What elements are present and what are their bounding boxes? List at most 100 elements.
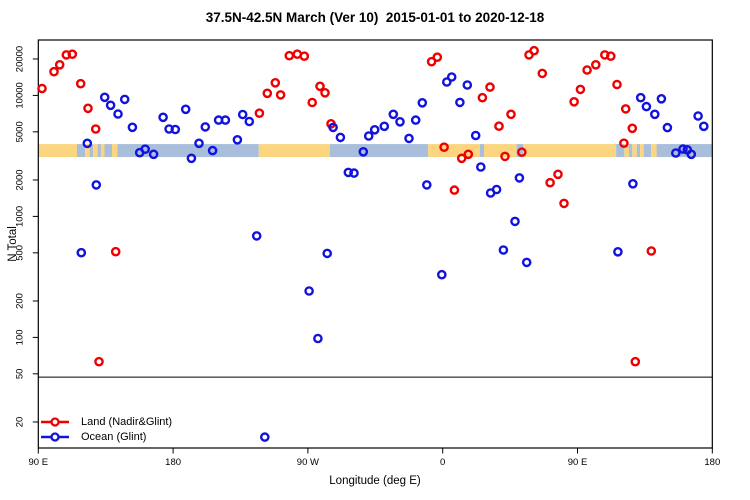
data-point-land bbox=[75, 78, 86, 89]
data-point-land bbox=[517, 147, 527, 157]
map-band-segment-ocean bbox=[636, 144, 641, 158]
data-point-ocean bbox=[678, 144, 688, 154]
legend-item-land: Land (Nadir&Glint) bbox=[40, 414, 172, 429]
map-band-segment-ocean bbox=[329, 144, 429, 158]
y-tick-label: 50 bbox=[14, 369, 25, 380]
legend: Land (Nadir&Glint) Ocean (Glint) bbox=[40, 414, 172, 444]
data-point-ocean bbox=[662, 122, 673, 133]
data-point-ocean bbox=[388, 109, 399, 120]
data-point-ocean bbox=[358, 146, 369, 157]
data-point-ocean bbox=[82, 138, 93, 149]
map-band-segment-land bbox=[111, 144, 118, 158]
data-point-ocean bbox=[462, 80, 473, 90]
data-point-ocean bbox=[304, 286, 314, 296]
legend-item-ocean: Ocean (Glint) bbox=[40, 429, 172, 444]
data-point-ocean bbox=[363, 131, 374, 141]
data-point-ocean bbox=[410, 115, 421, 125]
map-band-segment-ocean bbox=[479, 144, 485, 158]
data-point-ocean bbox=[693, 111, 703, 121]
data-point-ocean bbox=[322, 248, 333, 259]
data-point-land bbox=[320, 88, 330, 98]
legend-label-land: Land (Nadir&Glint) bbox=[81, 415, 173, 428]
map-band-segment-ocean bbox=[104, 144, 112, 158]
data-point-ocean bbox=[369, 125, 380, 135]
map-band-segment-ocean bbox=[117, 144, 259, 158]
x-tick-label: 90 E bbox=[29, 457, 49, 468]
map-band-segment-land bbox=[624, 144, 629, 158]
data-point-land bbox=[627, 123, 638, 134]
data-point-ocean bbox=[119, 94, 130, 105]
data-point-ocean bbox=[521, 257, 532, 268]
data-point-land bbox=[559, 198, 569, 209]
data-point-ocean bbox=[313, 333, 323, 344]
data-point-ocean bbox=[628, 178, 638, 189]
data-point-land bbox=[307, 97, 318, 108]
data-point-land bbox=[582, 65, 592, 75]
data-point-ocean bbox=[475, 162, 486, 172]
x-tick-label: 0 bbox=[440, 457, 445, 468]
data-point-land bbox=[477, 92, 488, 103]
data-point-ocean bbox=[395, 117, 405, 127]
map-band-segment-land bbox=[484, 144, 517, 158]
data-point-land bbox=[456, 153, 467, 164]
data-point-land bbox=[575, 84, 586, 95]
data-point-ocean bbox=[650, 109, 660, 120]
data-point-ocean bbox=[498, 245, 509, 255]
data-point-ocean bbox=[656, 94, 667, 104]
map-band-segment-land bbox=[651, 144, 657, 158]
data-point-ocean bbox=[237, 109, 248, 120]
data-point-ocean bbox=[170, 124, 181, 135]
data-point-ocean bbox=[514, 173, 525, 183]
data-point-ocean bbox=[207, 145, 218, 156]
data-point-ocean bbox=[158, 112, 168, 123]
map-band-segment-ocean bbox=[628, 144, 633, 158]
x-tick-label: 180 bbox=[704, 457, 720, 468]
map-band-segment-land bbox=[640, 144, 644, 158]
data-point-land bbox=[569, 97, 579, 107]
ocean-series-marker-icon bbox=[41, 431, 69, 442]
data-point-ocean bbox=[220, 115, 231, 125]
y-tick-label: 2000 bbox=[14, 169, 25, 190]
y-tick-label: 20000 bbox=[14, 46, 25, 72]
data-point-land bbox=[463, 149, 474, 160]
map-band-segment-land bbox=[93, 144, 98, 158]
y-tick-label: 20 bbox=[14, 417, 25, 428]
y-tick-label: 200 bbox=[14, 293, 25, 309]
data-point-land bbox=[270, 78, 281, 88]
data-point-ocean bbox=[421, 180, 432, 190]
data-point-ocean bbox=[441, 77, 452, 87]
data-point-ocean bbox=[446, 72, 457, 82]
data-point-ocean bbox=[148, 149, 159, 160]
data-point-ocean bbox=[186, 153, 197, 164]
data-point-ocean bbox=[436, 269, 447, 280]
data-point-land bbox=[500, 151, 510, 162]
data-point-land bbox=[262, 88, 273, 99]
x-tick-label: 90 W bbox=[297, 457, 319, 468]
data-point-land bbox=[439, 142, 449, 152]
data-point-ocean bbox=[417, 98, 428, 108]
data-point-ocean bbox=[641, 101, 652, 112]
land-series-marker-icon bbox=[41, 416, 69, 427]
data-point-land bbox=[110, 246, 121, 257]
data-point-ocean bbox=[404, 133, 414, 144]
data-point-ocean bbox=[379, 121, 390, 132]
y-tick-label: 100 bbox=[14, 329, 25, 345]
data-point-land bbox=[612, 79, 622, 90]
y-axis-label: N Total bbox=[7, 226, 19, 262]
map-band-segment-land bbox=[632, 144, 637, 158]
legend-label-ocean: Ocean (Glint) bbox=[81, 430, 147, 443]
data-point-ocean bbox=[635, 92, 646, 103]
map-band-segment-land bbox=[100, 144, 105, 158]
x-tick-label: 90 E bbox=[568, 457, 588, 468]
data-point-land bbox=[553, 169, 563, 180]
x-axis-label: Longitude (deg E) bbox=[329, 475, 421, 487]
map-band-segment-ocean bbox=[97, 144, 101, 158]
data-point-land bbox=[545, 177, 555, 188]
data-point-ocean bbox=[127, 122, 138, 133]
data-point-ocean bbox=[244, 116, 255, 127]
data-point-ocean bbox=[76, 247, 87, 258]
map-band-segment-ocean bbox=[643, 144, 652, 158]
data-point-land bbox=[619, 138, 629, 148]
data-point-land bbox=[426, 56, 437, 67]
data-point-ocean bbox=[510, 216, 520, 227]
